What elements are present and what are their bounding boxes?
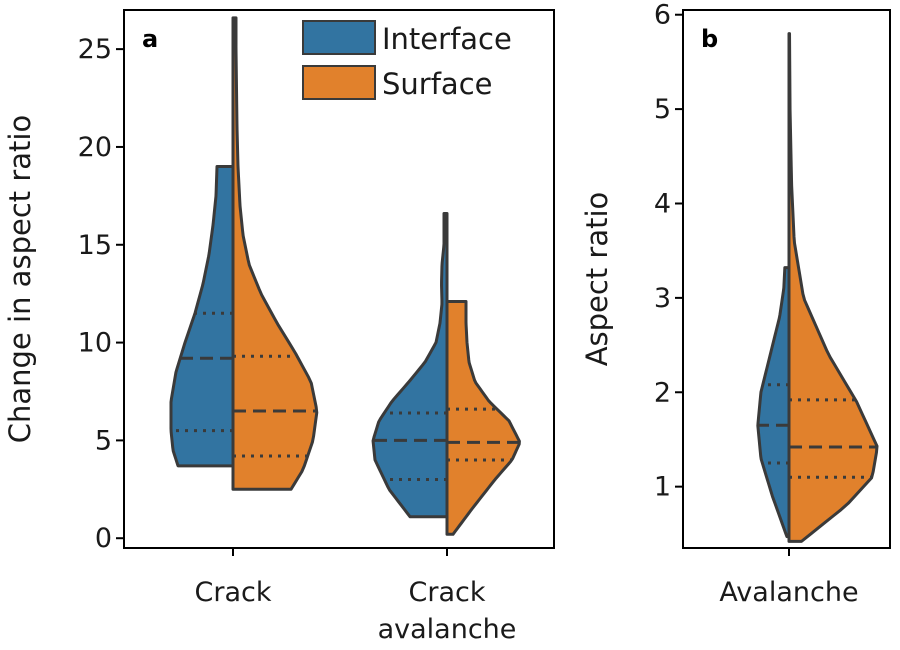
y-tick-label: 5 — [654, 94, 671, 125]
violin-surface — [231, 16, 319, 491]
panel-a-x-ticks: Crack Crack avalanche — [195, 548, 517, 645]
panel-b-violins — [756, 32, 879, 543]
y-tick-label: 6 — [654, 0, 671, 31]
violin-interface — [169, 165, 235, 468]
x-tick-label: Avalanche — [719, 577, 858, 608]
y-tick-label: 25 — [78, 34, 112, 65]
panel-a-frame — [123, 9, 555, 549]
y-tick-label: 20 — [78, 132, 112, 163]
legend-label-interface: Interface — [382, 22, 512, 56]
y-tick-label: 1 — [654, 472, 671, 503]
panel-b-y-ticks: 1 2 3 4 5 6 — [654, 0, 683, 503]
violin-surface — [787, 32, 879, 543]
x-tick-label: Crack — [195, 577, 272, 608]
y-tick-label: 10 — [78, 328, 112, 359]
y-tick-label: 2 — [654, 377, 671, 408]
panel-b-letter: b — [701, 25, 718, 53]
y-tick-label: 15 — [78, 230, 112, 261]
x-tick-label: avalanche — [378, 614, 517, 645]
panel-a: 0 5 10 15 20 25 Crack Crack avalanche a Change … — [3, 9, 555, 645]
legend: Interface Surface — [302, 20, 512, 101]
y-tick-label: 0 — [95, 523, 112, 554]
legend-label-surface: Surface — [382, 67, 492, 101]
panel-b-x-ticks: Avalanche — [719, 548, 859, 608]
x-tick-label: Crack — [409, 577, 486, 608]
panel-a-letter: a — [142, 25, 158, 53]
panel-a-violins — [169, 16, 521, 536]
panel-b-y-axis-label: Aspect ratio — [580, 192, 614, 367]
legend-swatch-interface — [302, 20, 376, 55]
violin-surface — [445, 299, 521, 536]
panel-a-y-ticks: 0 5 10 15 20 25 — [78, 34, 124, 554]
panel-a-y-axis-label: Change in aspect ratio — [3, 115, 37, 443]
panel-b: 1 2 3 4 5 6 Avalanche b Aspect ratio — [580, 0, 891, 608]
y-tick-label: 3 — [654, 283, 671, 314]
y-tick-label: 4 — [654, 188, 671, 219]
legend-swatch-surface — [302, 65, 376, 100]
violin-interface — [756, 266, 791, 539]
violin-interface — [371, 211, 449, 519]
panel-b-frame — [682, 9, 891, 549]
y-tick-label: 5 — [95, 425, 112, 456]
